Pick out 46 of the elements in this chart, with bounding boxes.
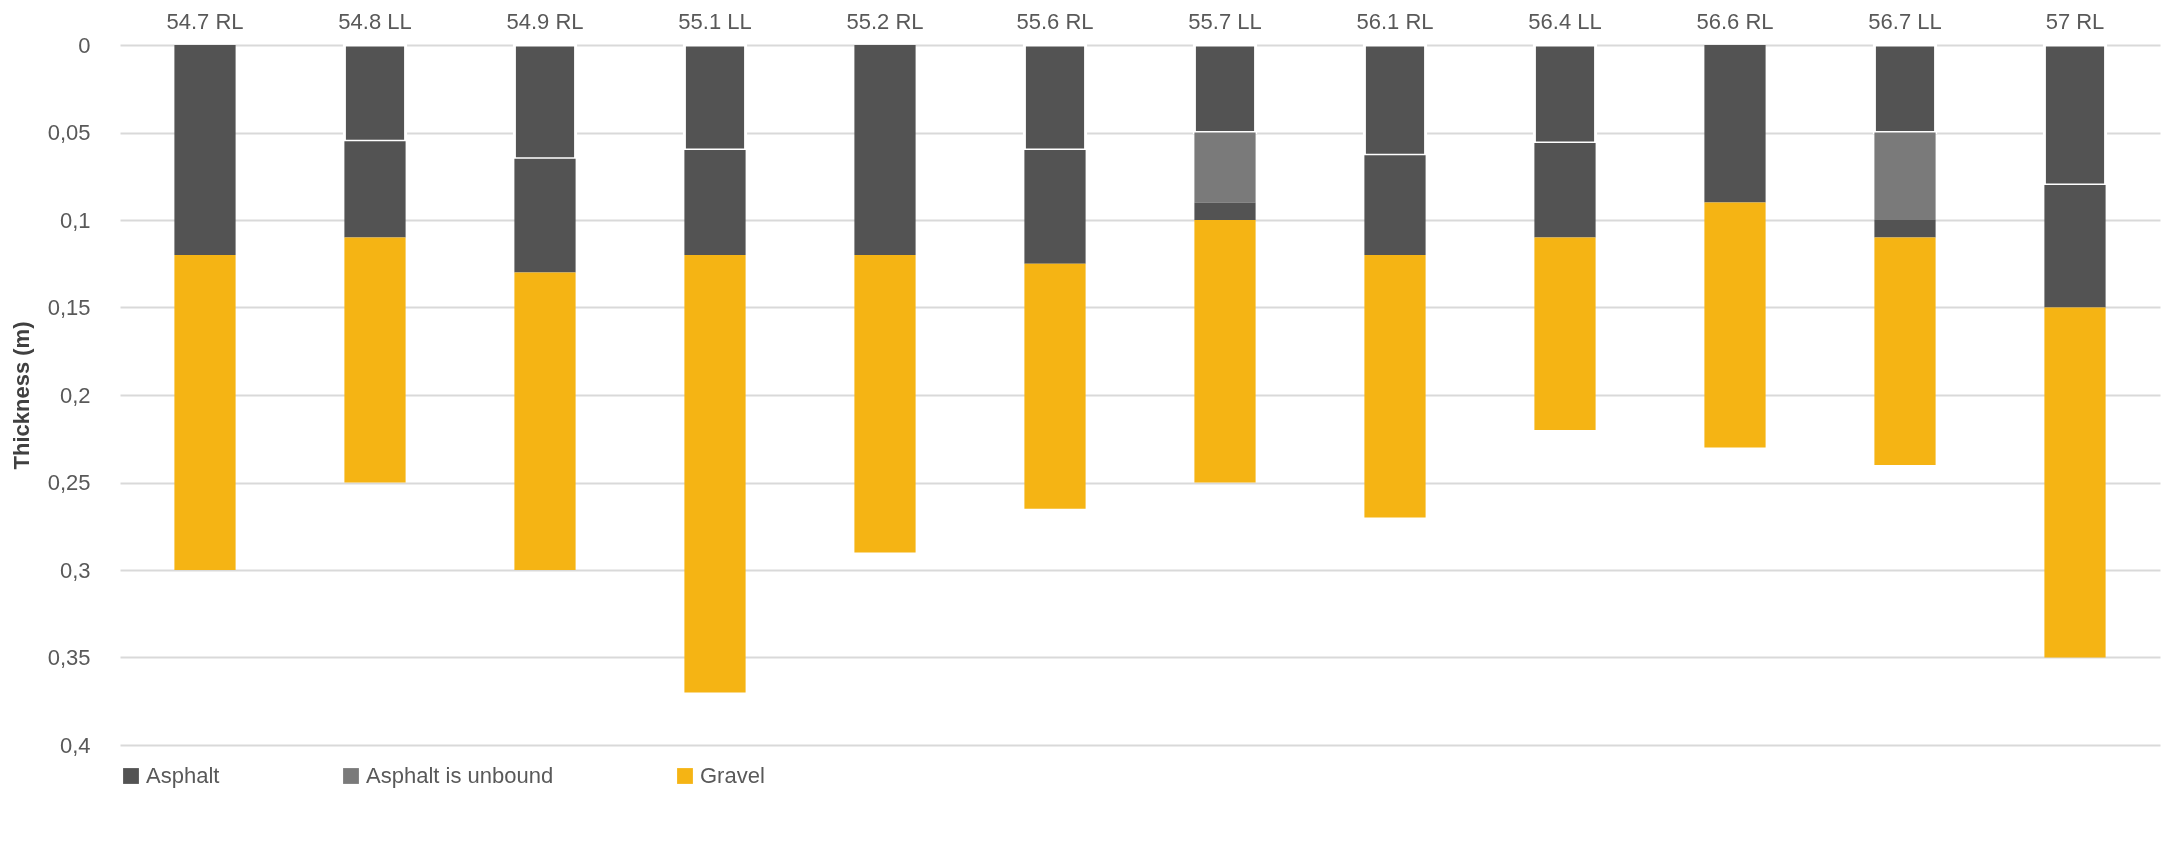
bar: [1534, 237, 1596, 430]
bar: [1194, 132, 1256, 203]
x-tick-label: 55.1 LL: [678, 8, 752, 34]
bar: [1194, 220, 1256, 483]
y-tick-label: 0,25: [47, 470, 91, 495]
bar: [684, 255, 746, 693]
bar: [1192, 43, 1258, 134]
bar: [2044, 307, 2106, 658]
x-tick-label: 55.7 LL: [1188, 8, 1262, 34]
legend-label: Gravel: [700, 763, 765, 788]
y-tick-label: 0,1: [59, 207, 91, 233]
x-tick-label: 57 RL: [2045, 8, 2105, 34]
bar: [1874, 132, 1936, 220]
x-tick-label: 55.6 RL: [1016, 8, 1094, 34]
y-axis-title: Thickness (m): [8, 321, 34, 470]
x-tick-label: 54.8 LL: [338, 8, 412, 34]
bar: [1704, 45, 1766, 203]
y-tick-label: 0: [78, 32, 91, 58]
bar: [854, 255, 916, 553]
y-tick-label: 0,15: [47, 295, 91, 320]
x-tick-label: 56.1 RL: [1356, 8, 1434, 34]
bar: [1874, 237, 1936, 465]
bar: [1364, 255, 1426, 518]
x-tick-label: 55.2 RL: [846, 8, 924, 34]
x-tick-label: 54.9 RL: [506, 8, 584, 34]
y-tick-label: 0,4: [59, 732, 91, 758]
legend-label: Asphalt is unbound: [366, 763, 554, 788]
bar: [174, 45, 236, 255]
bar: [174, 255, 236, 570]
bar: [1194, 202, 1256, 220]
y-tick-label: 0,2: [59, 382, 91, 408]
y-tick-label: 0,05: [47, 120, 91, 145]
bar: [1872, 43, 1938, 134]
bar: [1704, 202, 1766, 448]
x-tick-label: 56.6 RL: [1696, 8, 1774, 34]
bar: [854, 45, 916, 255]
legend-label: Asphalt: [146, 763, 220, 788]
y-tick-label: 0,3: [59, 557, 91, 583]
bar: [344, 237, 406, 483]
y-tick-label: 0,35: [47, 645, 91, 670]
x-tick-label: 54.7 RL: [166, 8, 244, 34]
x-tick-label: 56.4 LL: [1528, 8, 1602, 34]
bar: [514, 272, 576, 570]
bar: [1024, 263, 1086, 509]
bar: [1874, 220, 1936, 238]
x-tick-label: 56.7 LL: [1868, 8, 1942, 34]
